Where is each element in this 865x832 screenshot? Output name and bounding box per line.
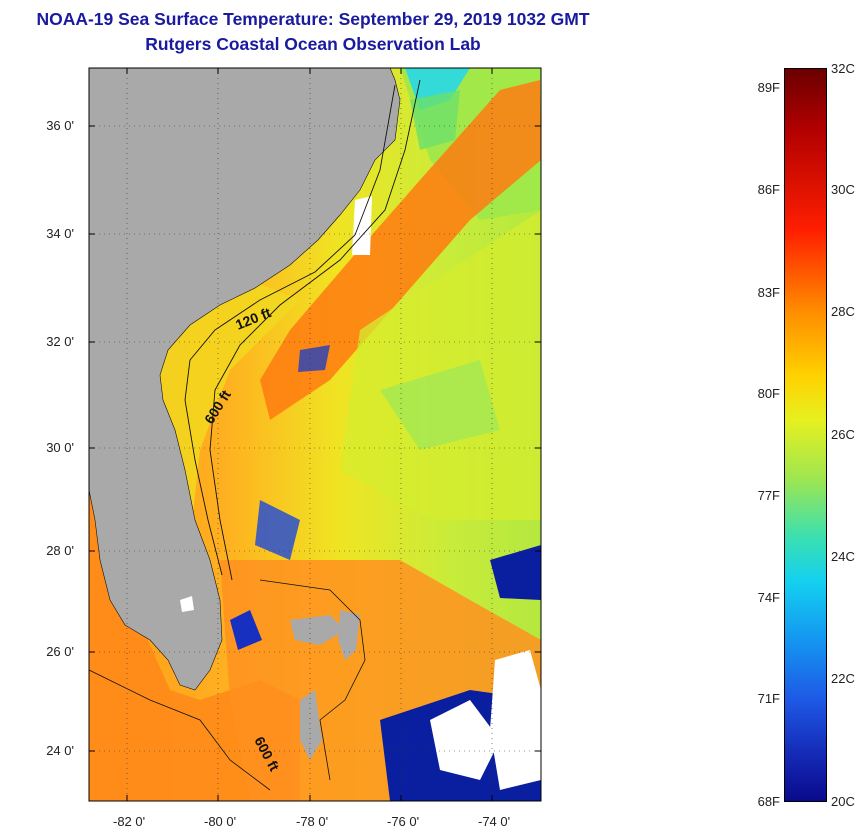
colorbar-label-83f: 83F [757, 285, 780, 300]
lat-label-36: 36 0' [46, 118, 74, 133]
blue-patch-straits [230, 610, 262, 650]
axis-ticks [89, 68, 541, 801]
colorbar-label-20c: 20C [831, 794, 855, 809]
land-us-coast [89, 68, 401, 691]
map-subtitle: Rutgers Coastal Ocean Observation Lab [145, 34, 481, 54]
cloud-3 [352, 196, 372, 255]
colorbar-label-71f: 71F [757, 691, 780, 706]
island-andros [300, 690, 322, 760]
map-plot-area: 120 ft 600 ft 600 ft [89, 68, 541, 801]
shelf-yellow [150, 280, 300, 540]
offshore-green-patch [380, 360, 500, 450]
lat-label-24: 24 0' [46, 743, 74, 758]
shelf-water-north [410, 90, 460, 150]
lon-label-78: -78 0' [296, 814, 329, 829]
colorbar-label-22c: 22C [831, 671, 855, 686]
lat-label-32: 32 0' [46, 334, 74, 349]
lat-label-30: 30 0' [46, 440, 74, 455]
cloud-1 [430, 700, 500, 780]
lon-label-74: -74 0' [478, 814, 511, 829]
contour-600ft [209, 79, 421, 581]
colorbar-label-89f: 89F [757, 80, 780, 95]
colorbar-label-30c: 30C [831, 182, 855, 197]
colorbar-label-24c: 24C [831, 549, 855, 564]
offshore-yellow [340, 210, 541, 520]
contour-bahamas [259, 579, 366, 781]
lon-label-76: -76 0' [387, 814, 420, 829]
colorbar-label-26c: 26C [831, 427, 855, 442]
colorbar-label-86f: 86F [757, 182, 780, 197]
colorbar-label-68f: 68F [757, 794, 780, 809]
lat-label-28: 28 0' [46, 543, 74, 558]
sst-colorbar [784, 68, 827, 802]
graticule [89, 68, 541, 801]
blue-patch-shelf [255, 500, 300, 560]
cloud-2 [490, 650, 541, 790]
colorbar-label-77f: 77F [757, 488, 780, 503]
lat-label-34: 34 0' [46, 226, 74, 241]
blue-patch-east [490, 545, 541, 600]
lake-okeechobee [180, 596, 194, 612]
lat-label-26: 26 0' [46, 644, 74, 659]
colorbar-label-74f: 74F [757, 590, 780, 605]
lon-label-82: -82 0' [113, 814, 146, 829]
colorbar-label-80f: 80F [757, 386, 780, 401]
map-frame [88, 67, 542, 802]
island-abaco [338, 610, 360, 660]
lon-label-80: -80 0' [204, 814, 237, 829]
blue-patch-mid [298, 345, 330, 372]
colorbar-label-32c: 32C [831, 61, 855, 76]
map-title: NOAA-19 Sea Surface Temperature: Septemb… [36, 9, 590, 29]
contour-120ft [184, 84, 396, 576]
colorbar-label-28c: 28C [831, 304, 855, 319]
gulf-stream-band [260, 80, 541, 420]
island-grand-bahama [290, 615, 345, 645]
contour-gulf [89, 669, 271, 791]
